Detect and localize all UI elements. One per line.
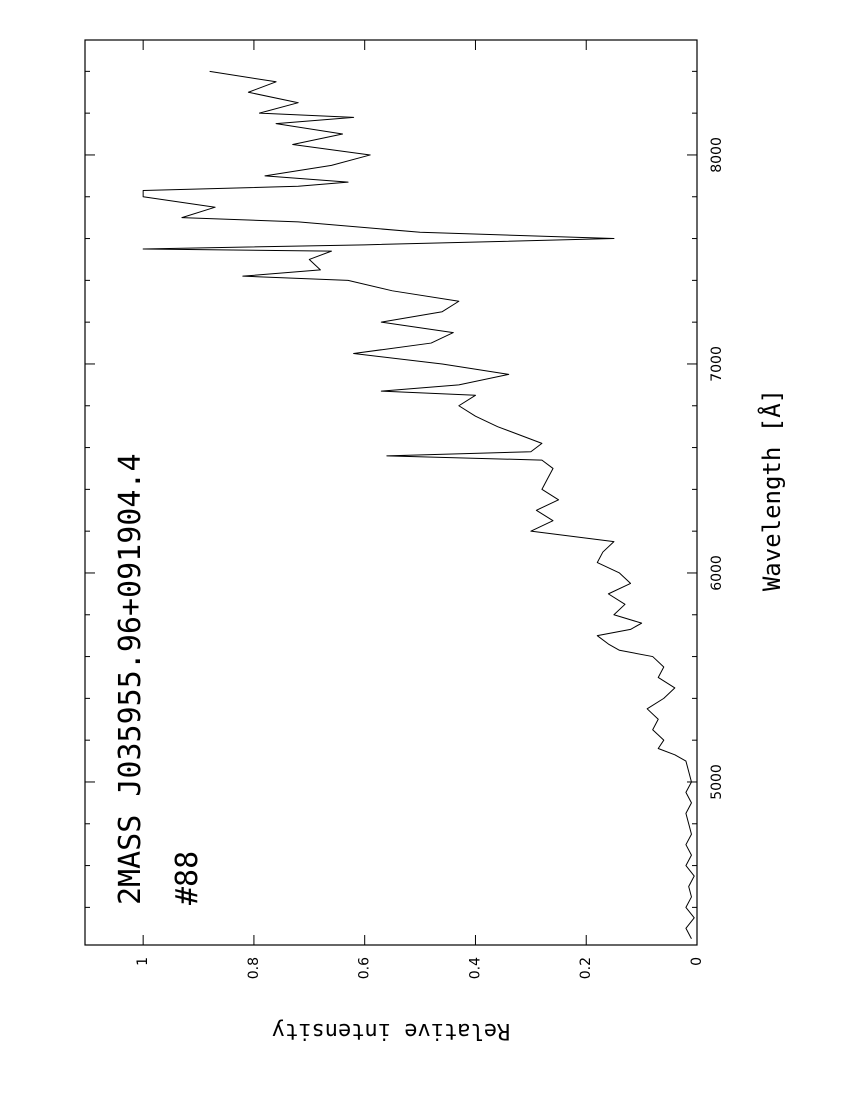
chart-subtitle: #88 — [170, 851, 205, 905]
x-tick-label: 8000 — [709, 137, 725, 173]
chart: 2MASS J035955.96+091904.4 #88 Wavelength… — [84, 39, 786, 1043]
y-tick-label: 0.4 — [467, 957, 483, 979]
y-tick-label: 0.8 — [246, 957, 262, 979]
y-tick-label: 0 — [689, 957, 705, 966]
y-tick-label: 0.2 — [578, 957, 594, 979]
y-tick-label: 1 — [135, 957, 151, 966]
x-tick-label: 6000 — [709, 555, 725, 591]
y-axis-label: Relative intensity — [272, 1018, 510, 1043]
chart-title: 2MASS J035955.96+091904.4 — [113, 453, 148, 905]
x-tick-label: 7000 — [709, 346, 725, 382]
spectrum-line — [142, 70, 695, 939]
x-axis-label: Wavelength [Å] — [757, 389, 786, 591]
y-tick-label: 0.6 — [357, 957, 373, 979]
x-tick-label: 5000 — [709, 764, 725, 800]
plot-frame — [84, 39, 698, 946]
